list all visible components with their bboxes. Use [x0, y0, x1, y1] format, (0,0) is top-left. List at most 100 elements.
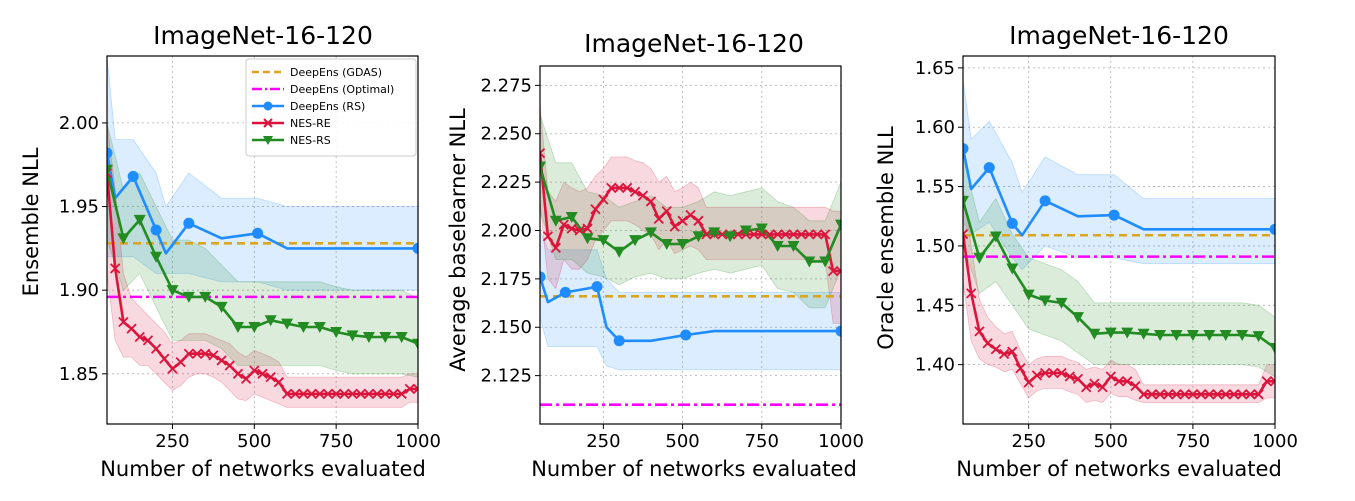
point-nes-re — [1105, 371, 1116, 382]
chart-oracle-ensemble-nll: ImageNet-16-120 250 500 750 1000 1.40 1.45 1.5… — [874, 21, 1298, 481]
point-nes-rs — [248, 321, 261, 333]
y-tick-label: 2.125 — [480, 366, 532, 387]
point-nes-re — [118, 316, 129, 328]
y-tick-label: 2.175 — [480, 269, 532, 290]
x-tick-label: 750 — [745, 431, 779, 452]
legend-box — [245, 58, 417, 157]
point-nes-rs — [231, 321, 244, 333]
point-nes-re — [273, 377, 285, 388]
chart-title: ImageNet-16-120 — [584, 29, 804, 58]
point-nes-re — [314, 388, 325, 400]
point-nes-rs — [1121, 327, 1134, 339]
point-nes-re — [1204, 389, 1215, 400]
x-tick-label: 750 — [1176, 431, 1210, 452]
x-axis-label: Number of networks evaluated — [531, 457, 857, 481]
point-nes-re — [1253, 389, 1264, 400]
y-tick-label: 2.275 — [480, 75, 532, 96]
point-nes-rs — [803, 256, 816, 268]
point-nes-re — [1039, 367, 1051, 379]
point-nes-re — [1056, 367, 1067, 379]
point-nes-re — [1015, 363, 1026, 374]
point-nes-rs — [819, 256, 832, 268]
y-axis-label: Oracle ensemble NLL — [874, 126, 898, 350]
x-tick-label: 250 — [1012, 431, 1046, 452]
point-nes-re — [1138, 389, 1149, 400]
x-tick-label: 250 — [586, 431, 620, 452]
point-rs — [591, 281, 603, 293]
point-nes-re — [1113, 376, 1125, 387]
point-nes-re — [1245, 389, 1256, 400]
point-nes-re — [653, 213, 664, 225]
point-nes-re — [685, 209, 696, 221]
y-tick-label: 1.95 — [59, 197, 99, 218]
point-nes-re — [396, 388, 407, 400]
point-nes-re — [645, 196, 657, 207]
point-nes-rs — [755, 223, 768, 235]
point-nes-re — [1023, 377, 1034, 388]
point-rs — [963, 143, 969, 155]
point-nes-rs — [1039, 295, 1052, 307]
y-tick-label: 1.65 — [915, 58, 955, 79]
point-nes-re — [240, 373, 252, 384]
point-nes-rs — [1170, 329, 1183, 341]
point-nes-re — [669, 221, 680, 232]
point-nes-rs — [835, 219, 841, 231]
point-rs — [412, 242, 418, 254]
point-nes-re — [1146, 389, 1157, 400]
point-nes-re — [693, 215, 704, 226]
point-nes-re — [1187, 389, 1199, 400]
point-nes-rs — [379, 332, 392, 344]
point-rs — [150, 224, 162, 236]
point-nes-re — [637, 190, 649, 201]
point-nes-rs — [989, 231, 1002, 243]
point-nes-re — [1195, 389, 1207, 400]
point-nes-re — [764, 229, 775, 240]
band-nes-rs — [107, 122, 418, 378]
y-tick-label: 1.85 — [59, 364, 99, 385]
point-nes-re — [590, 204, 601, 215]
point-nes-re — [1154, 389, 1166, 400]
point-nes-re — [796, 229, 807, 240]
point-nes-re — [566, 223, 577, 234]
point-nes-re — [200, 348, 211, 359]
point-nes-re — [150, 343, 162, 354]
point-nes-rs — [565, 211, 578, 223]
point-nes-re — [1122, 376, 1133, 387]
reference-lines — [540, 294, 841, 406]
point-nes-rs — [330, 327, 343, 338]
y-tick-label: 1.55 — [915, 177, 955, 198]
point-nes-rs — [1104, 327, 1117, 339]
axis-ticks: 250 500 750 1000 2.125 2.150 2.175 2.200 2.225 2.… — [480, 75, 863, 452]
point-nes-rs — [644, 227, 657, 239]
point-nes-rs — [1022, 289, 1035, 301]
point-nes-re — [772, 229, 783, 240]
point-nes-rs — [264, 315, 277, 327]
band-rs — [107, 56, 418, 291]
point-nes-re — [982, 338, 993, 349]
plot-frame — [539, 65, 842, 425]
point-nes-re — [347, 388, 358, 400]
point-rs — [835, 325, 841, 337]
point-nes-re — [820, 229, 831, 240]
point-nes-rs — [199, 291, 212, 303]
point-nes-rs — [1088, 328, 1101, 340]
chart-title: ImageNet-16-120 — [1009, 21, 1229, 50]
point-nes-re — [542, 231, 554, 242]
point-nes-re — [142, 335, 154, 346]
point-nes-re — [159, 353, 170, 364]
point-nes-re — [835, 265, 841, 277]
point-nes-re — [804, 229, 815, 240]
point-nes-rs — [117, 233, 130, 245]
point-rs — [613, 335, 625, 347]
point-nes-rs — [963, 195, 969, 207]
plot-frame — [106, 55, 419, 425]
point-nes-re — [404, 383, 415, 395]
point-nes-re — [388, 388, 399, 400]
point-rs — [1108, 209, 1120, 221]
y-tick-label: 1.40 — [915, 355, 955, 376]
x-tick-label: 500 — [665, 431, 699, 452]
point-nes-re — [183, 348, 194, 359]
point-nes-rs — [1055, 297, 1068, 309]
x-tick-label: 750 — [319, 431, 353, 452]
